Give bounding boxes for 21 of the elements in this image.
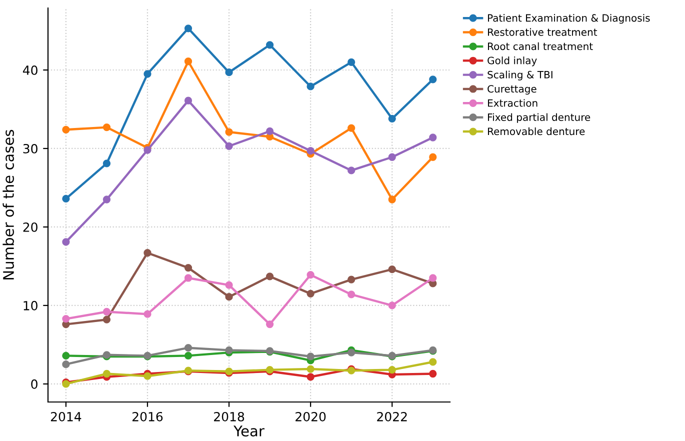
y-tick-label: 20	[23, 222, 38, 232]
y-tick-label: 40	[22, 65, 38, 75]
legend-label: Patient Examination & Diagnosis	[488, 14, 650, 24]
x-tick-label: 2014	[50, 412, 82, 422]
y-tick-label: 0	[31, 379, 38, 389]
x-tick-label: 2020	[296, 412, 326, 422]
legend-label: Extraction	[488, 99, 538, 107]
x-axis-title: Year	[234, 426, 264, 436]
x-tick-label: 2018	[214, 412, 244, 422]
y-axis-title: Number of the cases	[2, 130, 14, 280]
legend-label: Fixed partial denture	[488, 113, 590, 123]
legend-label: Gold inlay	[488, 56, 537, 66]
y-tick-label: 30	[23, 144, 38, 154]
legend-label: Removable denture	[488, 127, 585, 136]
x-tick-label: 2016	[132, 412, 163, 422]
y-tick-label: 10	[24, 300, 38, 310]
legend-label: Restorative treatment	[488, 28, 598, 36]
legend-label: Root canal treatment	[488, 42, 593, 50]
legend-label: Scaling & TBI	[488, 70, 552, 80]
legend-label: Curettage	[488, 85, 536, 95]
x-tick-label: 2022	[377, 412, 407, 422]
